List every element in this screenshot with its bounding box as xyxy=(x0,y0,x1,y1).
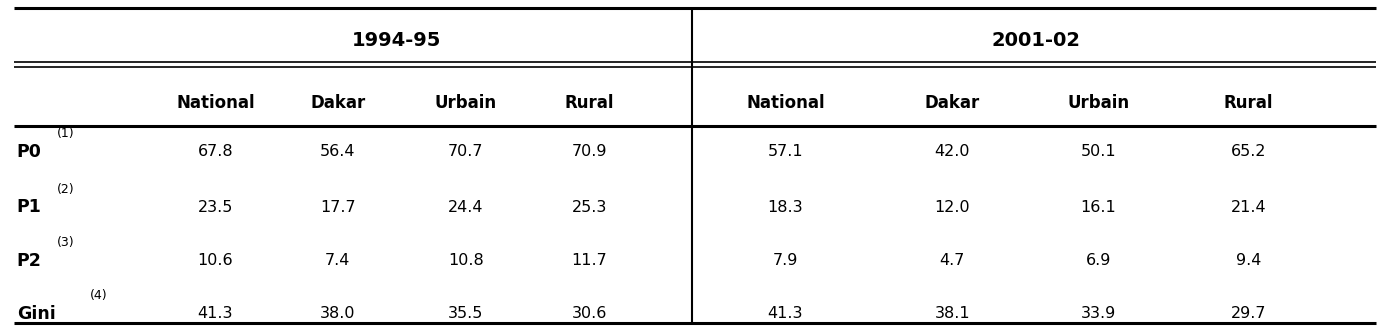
Text: 9.4: 9.4 xyxy=(1236,253,1261,268)
Text: 56.4: 56.4 xyxy=(320,144,356,159)
Text: 50.1: 50.1 xyxy=(1080,144,1116,159)
Text: 42.0: 42.0 xyxy=(934,144,970,159)
Text: 24.4: 24.4 xyxy=(448,200,484,215)
Text: (3): (3) xyxy=(57,236,75,249)
Text: Urbain: Urbain xyxy=(435,94,496,112)
Text: 7.9: 7.9 xyxy=(773,253,798,268)
Text: 65.2: 65.2 xyxy=(1230,144,1266,159)
Text: 6.9: 6.9 xyxy=(1086,253,1111,268)
Text: 38.0: 38.0 xyxy=(320,306,356,321)
Text: 35.5: 35.5 xyxy=(448,306,484,321)
Text: 10.8: 10.8 xyxy=(448,253,484,268)
Text: 23.5: 23.5 xyxy=(197,200,234,215)
Text: 12.0: 12.0 xyxy=(934,200,970,215)
Text: P1: P1 xyxy=(17,198,42,216)
Text: 25.3: 25.3 xyxy=(571,200,607,215)
Text: P0: P0 xyxy=(17,142,42,161)
Text: 70.9: 70.9 xyxy=(571,144,607,159)
Text: Rural: Rural xyxy=(564,94,614,112)
Text: 18.3: 18.3 xyxy=(767,200,803,215)
Text: 10.6: 10.6 xyxy=(197,253,234,268)
Text: 4.7: 4.7 xyxy=(940,253,965,268)
Text: (4): (4) xyxy=(90,289,108,302)
Text: (1): (1) xyxy=(57,127,75,140)
Text: Dakar: Dakar xyxy=(924,94,980,112)
Text: Rural: Rural xyxy=(1223,94,1273,112)
Text: (2): (2) xyxy=(57,183,75,196)
Text: P2: P2 xyxy=(17,252,42,270)
Text: 17.7: 17.7 xyxy=(320,200,356,215)
Text: 38.1: 38.1 xyxy=(934,306,970,321)
Text: 11.7: 11.7 xyxy=(571,253,607,268)
Text: 21.4: 21.4 xyxy=(1230,200,1266,215)
Text: 57.1: 57.1 xyxy=(767,144,803,159)
Text: Dakar: Dakar xyxy=(310,94,366,112)
Text: 29.7: 29.7 xyxy=(1230,306,1266,321)
Text: National: National xyxy=(746,94,824,112)
Text: 16.1: 16.1 xyxy=(1080,200,1116,215)
Text: Urbain: Urbain xyxy=(1068,94,1129,112)
Text: 67.8: 67.8 xyxy=(197,144,234,159)
Text: 41.3: 41.3 xyxy=(197,306,234,321)
Text: 7.4: 7.4 xyxy=(325,253,350,268)
Text: 70.7: 70.7 xyxy=(448,144,484,159)
Text: 2001-02: 2001-02 xyxy=(991,31,1080,50)
Text: 30.6: 30.6 xyxy=(571,306,607,321)
Text: National: National xyxy=(177,94,254,112)
Text: 41.3: 41.3 xyxy=(767,306,803,321)
Text: 1994-95: 1994-95 xyxy=(352,31,441,50)
Text: 33.9: 33.9 xyxy=(1080,306,1116,321)
Text: Gini: Gini xyxy=(17,304,56,323)
